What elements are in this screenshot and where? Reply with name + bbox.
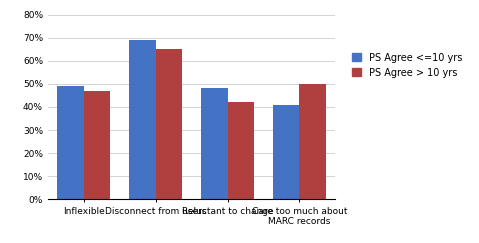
Bar [299,84,326,199]
Bar [201,88,228,199]
Bar [57,86,84,199]
Legend: PS Agree <=10 yrs, PS Agree > 10 yrs: PS Agree <=10 yrs, PS Agree > 10 yrs [352,53,463,78]
Bar [84,91,110,199]
Bar [273,105,299,199]
Bar [156,49,182,199]
Bar [228,102,254,199]
Bar [129,40,156,199]
